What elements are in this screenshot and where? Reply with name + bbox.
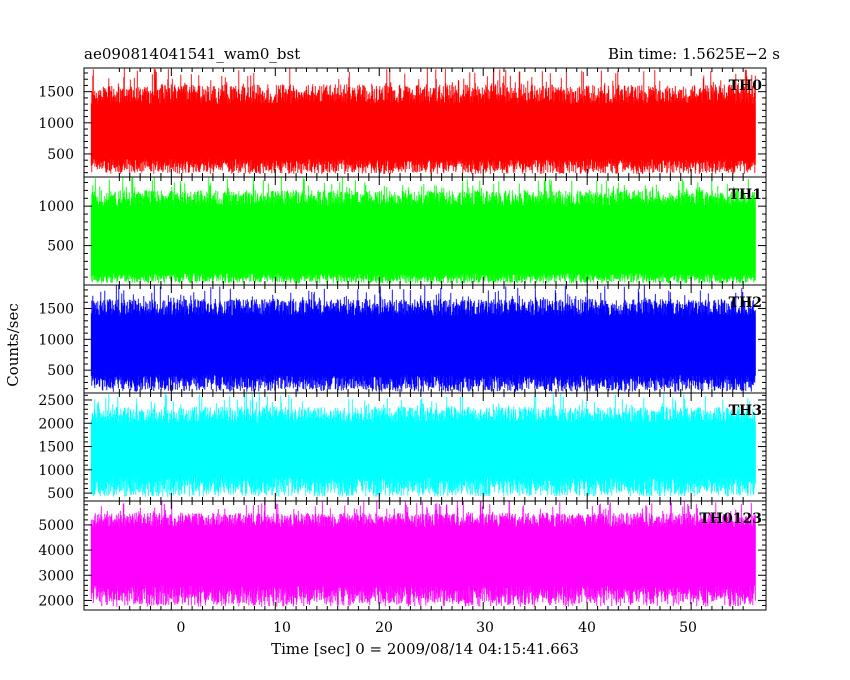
y-tick-label: 500	[47, 486, 74, 502]
y-tick-label: 1000	[38, 116, 74, 132]
y-tick-label: 1500	[38, 85, 74, 101]
chart-title: ae090814041541_wam0_bst	[84, 45, 300, 63]
y-tick-label: 2000	[38, 593, 74, 609]
y-tick-label: 500	[47, 147, 74, 163]
series-core-th2	[91, 317, 756, 376]
y-tick-label: 1000	[38, 463, 74, 479]
y-tick-label: 1000	[38, 199, 74, 215]
y-tick-label: 2000	[38, 416, 74, 432]
x-axis-label: Time [sec] 0 = 2009/08/14 04:15:41.663	[271, 640, 579, 658]
series-core-th0123	[91, 529, 756, 586]
series-core-th3	[91, 425, 756, 477]
y-tick-label: 1500	[38, 301, 74, 317]
y-tick-label: 4000	[38, 543, 74, 559]
x-tick-label: 10	[273, 620, 291, 636]
y-tick-label: 1000	[38, 332, 74, 348]
x-tick-label: 20	[375, 620, 393, 636]
y-axis-label: Counts/sec	[4, 303, 22, 387]
x-tick-label: 40	[578, 620, 596, 636]
panel-th1: 500 1000 TH1	[38, 176, 767, 286]
x-tick-label: 0	[177, 620, 186, 636]
y-tick-label: 500	[47, 363, 74, 379]
x-tick-label: 30	[476, 620, 494, 636]
series-core-th0	[91, 105, 756, 159]
panel-label: TH3	[729, 403, 762, 419]
panel-th3: 500 1000 1500 2000 2500 TH3	[38, 392, 767, 502]
x-tick-labels: 0 10 20 30 40 50	[177, 620, 697, 636]
panel-label: TH1	[729, 187, 762, 203]
y-tick-label: 2500	[38, 393, 74, 409]
panel-label: TH0123	[699, 511, 762, 527]
panel-label: TH0	[729, 78, 763, 94]
panel-th2: 500 1000 1500 TH2	[38, 284, 767, 394]
panel-th0123: 2000 3000 4000 5000 TH0123	[38, 500, 767, 611]
panel-label: TH2	[729, 295, 762, 311]
y-tick-label: 5000	[38, 518, 74, 534]
y-tick-label: 3000	[38, 568, 74, 584]
y-tick-label: 1500	[38, 440, 74, 456]
bin-time-label: Bin time: 1.5625E−2 s	[608, 45, 780, 63]
y-tick-label: 500	[47, 239, 74, 255]
x-tick-label: 50	[679, 620, 697, 636]
series-core-th1	[91, 207, 756, 274]
panel-th0: 500 1000 1500 TH0	[38, 67, 767, 178]
